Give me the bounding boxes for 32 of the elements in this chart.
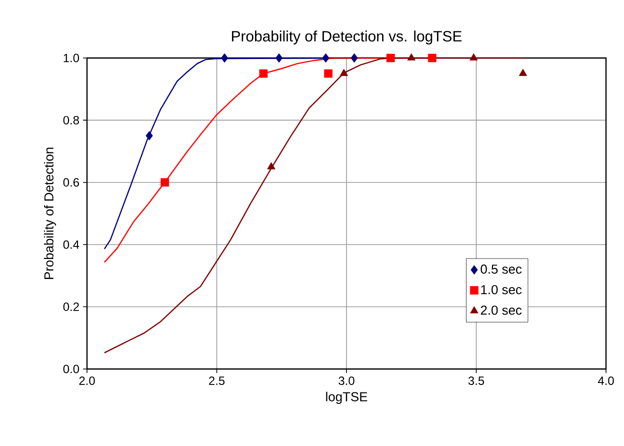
legend-label: 2.0 sec — [480, 306, 522, 315]
point — [428, 54, 436, 62]
x-axis-title: logTSE — [326, 392, 368, 404]
point — [407, 53, 416, 60]
point — [386, 54, 395, 62]
y-tick-label: 0.2 — [63, 302, 79, 312]
x-tick-label: 3.0 — [338, 376, 354, 385]
point — [470, 53, 478, 60]
chart-title: Probability of Detection vs. logTSE — [232, 30, 462, 44]
point — [259, 69, 268, 78]
point — [146, 131, 153, 140]
x-tick-label: 3.5 — [468, 376, 484, 385]
point — [160, 178, 170, 187]
y-axis-title: Probability of Detection — [44, 148, 56, 280]
point — [322, 53, 330, 63]
point — [350, 53, 358, 63]
y-tick-label: 0.4 — [63, 240, 80, 249]
legend-label: 1.0 sec — [481, 285, 522, 294]
y-tick-label: 0.8 — [63, 116, 79, 124]
x-tick-label: 2.0 — [79, 376, 95, 385]
point — [518, 68, 528, 76]
y-tick-label: 1.0 — [64, 54, 80, 62]
point — [340, 68, 348, 76]
y-tick-label: 0.0 — [63, 364, 80, 374]
x-tick-label: 2.5 — [209, 376, 225, 385]
point — [220, 53, 228, 63]
x-tick-label: 4.0 — [598, 376, 614, 385]
legend-label: 0.5 sec — [480, 264, 522, 274]
point — [267, 162, 276, 170]
point — [324, 69, 333, 78]
point — [275, 53, 283, 63]
y-tick-label: 0.6 — [63, 178, 79, 187]
